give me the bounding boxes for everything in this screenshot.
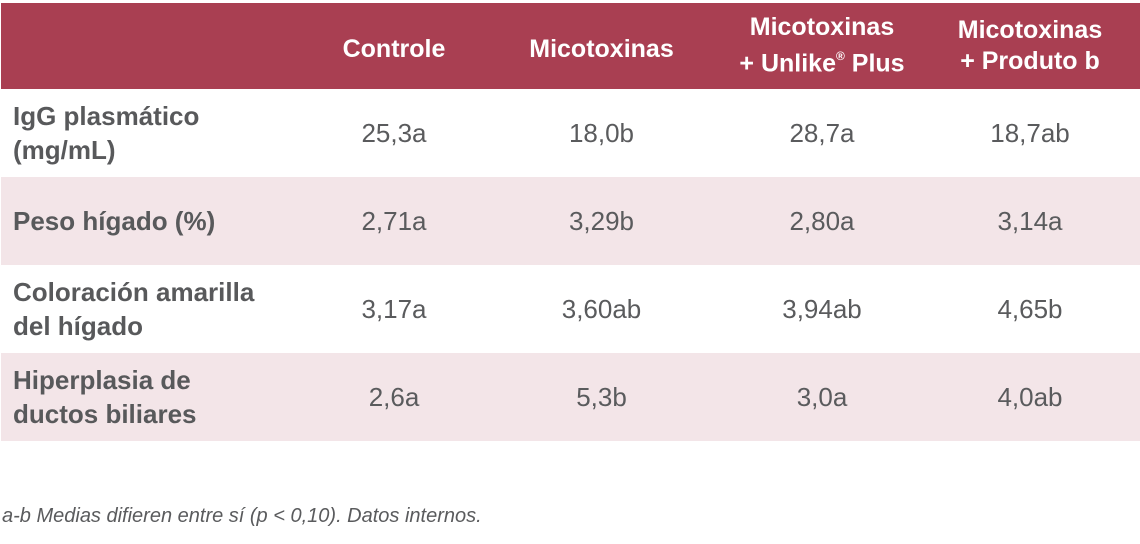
header-micotoxinas: Micotoxinas [529, 34, 674, 63]
label-line: Peso hígado (%) [13, 206, 216, 236]
table-row: Peso hígado (%) 2,71a 3,29b 2,80a 3,14a [1, 177, 1140, 265]
cell-value: 3,29b [568, 205, 635, 236]
header-micotoxinas-unlike-plus: Micotoxinas + Unlike® Plus [724, 12, 920, 79]
header-text: + Unlike [739, 49, 836, 78]
row-label: IgG plasmático (mg/mL) [1, 99, 309, 167]
table-row: IgG plasmático (mg/mL) 25,3a 18,0b 28,7a… [1, 89, 1140, 177]
cell-value: 3,17a [361, 293, 427, 324]
label-line: Coloración amarilla [13, 277, 255, 307]
registered-mark: ® [835, 49, 845, 64]
cell-value: 2,71a [361, 205, 427, 236]
cell-value: 3,60ab [561, 293, 642, 324]
table-header: Controle Micotoxinas Micotoxinas + Unlik… [1, 3, 1140, 89]
cell-value: 5,3b [576, 381, 627, 412]
header-text: Plus [844, 49, 905, 78]
label-line: del hígado [13, 311, 143, 341]
row-label: Hiperplasia de ductos biliares [1, 363, 309, 431]
cell-value: 18,7ab [990, 117, 1070, 148]
footnote: a-b Medias difieren entre sí (p < 0,10).… [2, 505, 482, 527]
cell-value: 3,0a [796, 381, 848, 412]
header-controle: Controle [342, 34, 446, 63]
header-micotoxinas-produto-b: Micotoxinas + Produto b [920, 15, 1140, 77]
cell-value: 2,6a [368, 381, 420, 412]
label-line: Hiperplasia de [13, 365, 191, 395]
cell-value: 4,0ab [997, 381, 1063, 412]
header-line: + Unlike® Plus [724, 43, 920, 79]
cell-value: 4,65b [997, 293, 1063, 324]
table-row: Hiperplasia de ductos biliares 2,6a 5,3b… [1, 353, 1140, 441]
cell-value: 25,3a [361, 117, 427, 148]
header-line: Micotoxinas [749, 13, 895, 42]
results-table: Controle Micotoxinas Micotoxinas + Unlik… [1, 3, 1140, 441]
cell-value: 3,94ab [782, 293, 862, 324]
label-line: ductos biliares [13, 399, 197, 429]
cell-value: 18,0b [568, 117, 635, 148]
cell-value: 3,14a [997, 205, 1063, 236]
label-line: IgG plasmático [13, 101, 200, 131]
row-label: Peso hígado (%) [1, 204, 309, 238]
header-line: + Produto b [960, 47, 1100, 75]
header-line: Micotoxinas [957, 16, 1103, 44]
cell-value: 2,80a [789, 205, 855, 236]
table-row: Coloración amarilla del hígado 3,17a 3,6… [1, 265, 1140, 353]
label-line: (mg/mL) [13, 135, 116, 165]
row-label: Coloración amarilla del hígado [1, 275, 309, 343]
cell-value: 28,7a [789, 117, 855, 148]
